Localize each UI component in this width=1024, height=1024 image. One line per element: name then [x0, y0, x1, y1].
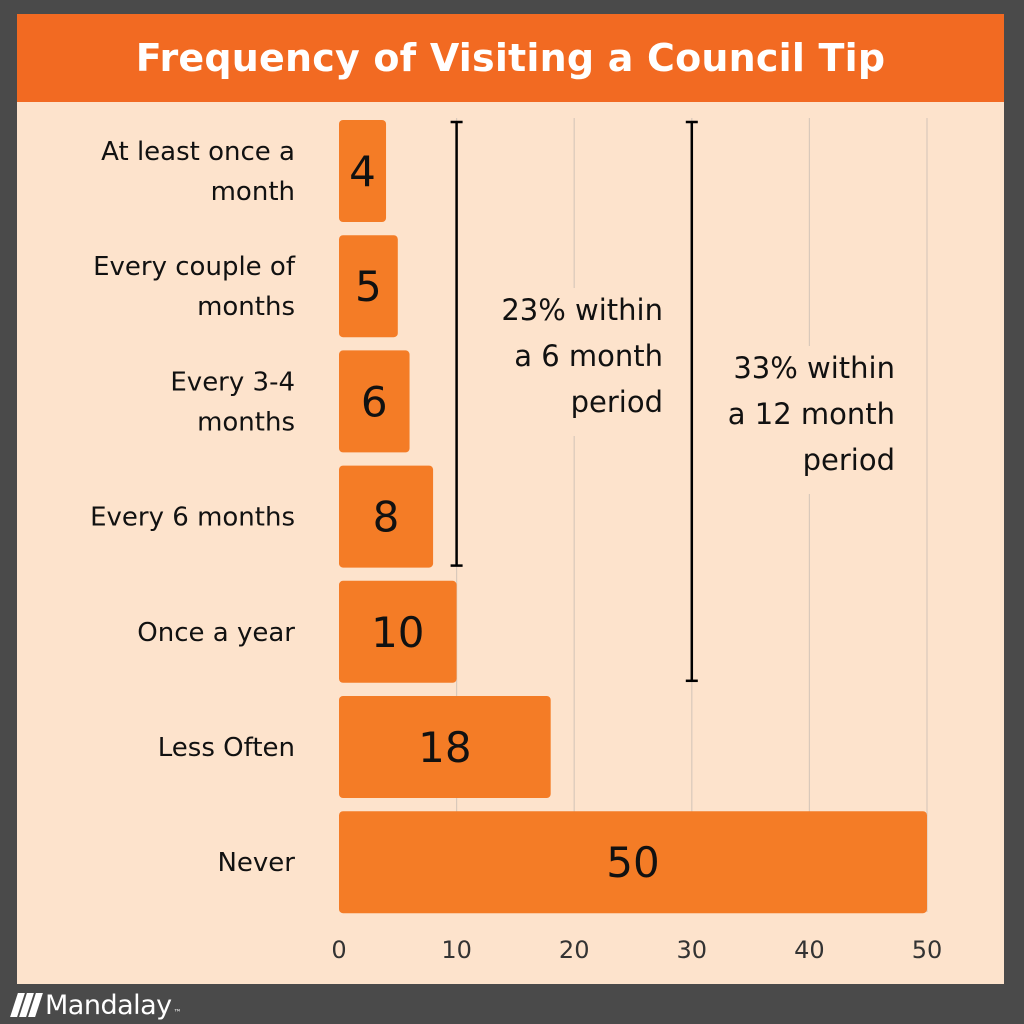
x-tick-label: 40 — [794, 936, 825, 964]
logo-trademark: ™ — [173, 1007, 182, 1017]
category-label: Every 6 months — [90, 503, 295, 533]
annotation-text: 23% within — [501, 293, 663, 327]
x-tick-label: 50 — [912, 936, 943, 964]
bar-value-label: 10 — [371, 608, 424, 657]
annotation-background — [468, 288, 668, 436]
title-bar: Frequency of Visiting a Council Tip — [17, 14, 1004, 102]
category-label: At least once a — [101, 137, 295, 167]
bar — [339, 120, 387, 222]
logo-mark-icon — [10, 993, 43, 1017]
bar — [339, 696, 551, 798]
category-label: Once a year — [137, 618, 295, 648]
annotation-text: a 12 month — [728, 397, 895, 431]
category-label: Every 3-4 — [170, 367, 295, 397]
bar-value-label: 50 — [606, 838, 659, 887]
bar — [339, 350, 410, 453]
bar — [339, 811, 927, 914]
category-label: Every couple of — [93, 252, 296, 282]
annotation-text: 33% within — [733, 351, 895, 385]
bar — [339, 235, 398, 338]
x-tick-label: 30 — [677, 936, 708, 964]
bar-value-label: 6 — [361, 377, 388, 426]
bar — [339, 580, 457, 683]
bar-value-label: 4 — [349, 147, 376, 196]
logo-text: Mandalay — [45, 989, 172, 1021]
chart-panel: Frequency of Visiting a Council Tip 0 10 2… — [17, 14, 1004, 984]
annotation-text: period — [571, 385, 663, 419]
bar-value-label: 18 — [418, 723, 471, 772]
category-label: Never — [217, 848, 295, 878]
category-label: months — [197, 407, 295, 437]
annotation-text: a 6 month — [514, 339, 663, 373]
category-label: months — [197, 292, 295, 322]
x-tick-label: 20 — [559, 936, 590, 964]
chart-title: Frequency of Visiting a Council Tip — [135, 36, 886, 80]
annotation-background — [700, 346, 900, 494]
annotation-text: period — [803, 443, 895, 477]
bar-value-label: 8 — [373, 493, 400, 542]
x-tick-label: 10 — [441, 936, 472, 964]
category-label: Less Often — [158, 733, 295, 763]
bar-value-label: 5 — [355, 262, 382, 311]
category-label: month — [211, 177, 295, 207]
bar — [339, 465, 434, 568]
mandalay-logo: Mandalay ™ — [10, 988, 182, 1022]
bar-chart: 0 10 20 30 40 50 4 At least once a month 5 Every c… — [90, 118, 943, 964]
x-tick-label: 0 — [331, 936, 346, 964]
